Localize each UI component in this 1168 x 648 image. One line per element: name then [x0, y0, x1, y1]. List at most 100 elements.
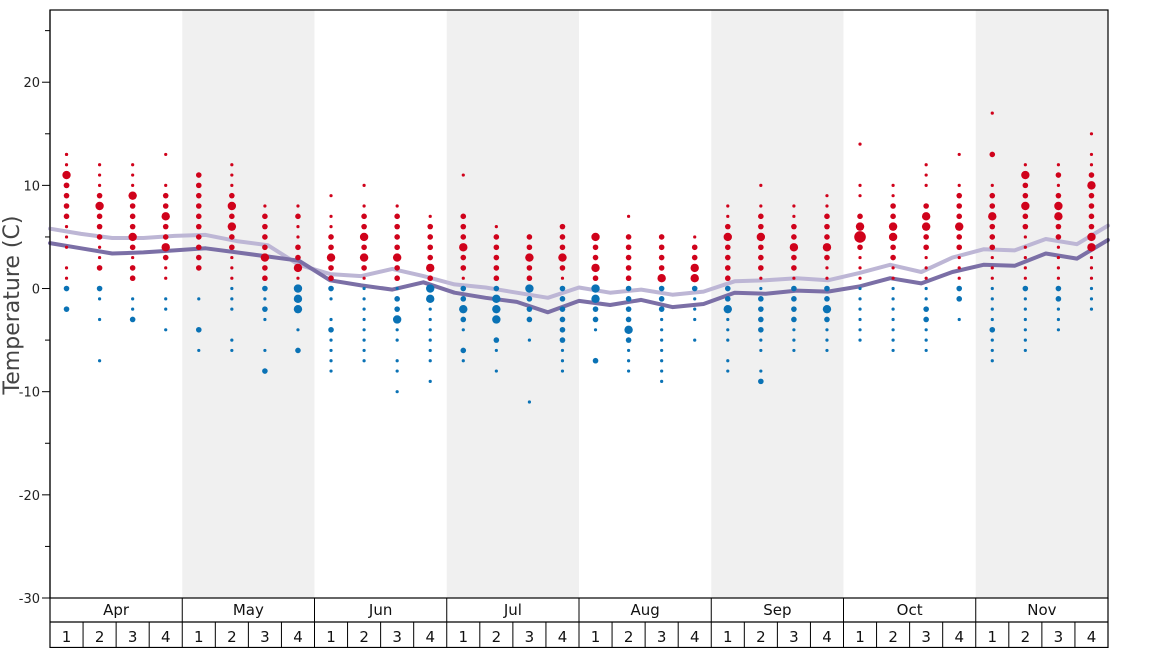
warm-dot	[296, 204, 300, 208]
warm-dot	[161, 243, 170, 252]
cold-dot	[625, 296, 632, 302]
month-label-nov: Nov	[1027, 601, 1056, 619]
warm-dot	[97, 245, 102, 249]
warm-dot	[890, 213, 896, 220]
warm-dot	[95, 201, 104, 211]
cold-dot	[726, 369, 730, 373]
cold-dot	[624, 325, 633, 334]
warm-dot	[990, 111, 994, 115]
cold-dot	[63, 306, 70, 312]
cold-dot	[1023, 338, 1027, 342]
warm-dot	[63, 182, 70, 189]
week-label: 2	[1021, 628, 1031, 646]
warm-dot	[658, 254, 665, 261]
warm-dot	[1089, 276, 1094, 280]
warm-dot	[989, 151, 996, 158]
cold-dot	[593, 328, 598, 332]
warm-dot	[494, 225, 498, 229]
week-label: 4	[954, 628, 964, 646]
warm-dot	[96, 234, 103, 240]
week-label: 1	[988, 628, 998, 646]
week-label: 3	[657, 628, 667, 646]
cold-dot	[459, 304, 468, 314]
warm-dot	[1023, 255, 1027, 260]
warm-dot	[858, 142, 862, 146]
warm-dot	[230, 266, 234, 270]
cold-dot	[759, 338, 763, 342]
month-band-jul	[446, 10, 579, 598]
cold-dot	[494, 348, 498, 353]
warm-dot	[96, 265, 103, 271]
warm-dot	[64, 266, 69, 270]
warm-dot	[161, 212, 170, 221]
warm-dot	[825, 204, 829, 208]
warm-dot	[262, 265, 268, 271]
warm-dot	[361, 223, 367, 230]
cold-dot	[230, 338, 234, 342]
month-label-oct: Oct	[897, 601, 923, 619]
warm-dot	[955, 222, 964, 231]
warm-dot	[329, 194, 333, 198]
cold-dot	[164, 328, 168, 332]
cold-dot	[858, 338, 862, 342]
warm-dot	[924, 173, 928, 177]
cold-dot	[891, 328, 895, 332]
warm-dot	[328, 234, 334, 240]
warm-dot	[1023, 266, 1027, 270]
warm-dot	[691, 244, 698, 251]
warm-dot	[230, 163, 234, 167]
warm-dot	[989, 192, 996, 199]
warm-dot	[658, 244, 665, 251]
cold-dot	[923, 316, 929, 323]
warm-dot	[1087, 232, 1096, 242]
warm-dot	[195, 244, 202, 251]
warm-dot	[1088, 213, 1095, 220]
cold-dot	[1056, 307, 1061, 311]
cold-dot	[660, 338, 664, 342]
warm-dot	[394, 223, 400, 230]
warm-dot	[1056, 276, 1061, 280]
month-label-aug: Aug	[630, 601, 659, 619]
cold-dot	[825, 338, 829, 342]
cold-dot	[493, 337, 500, 343]
warm-dot	[792, 214, 796, 218]
cold-dot	[693, 297, 697, 301]
warm-dot	[792, 276, 796, 280]
warm-dot	[97, 173, 102, 177]
cold-dot	[197, 297, 201, 301]
warm-dot	[195, 254, 202, 261]
cold-dot	[1055, 296, 1062, 302]
cold-dot	[824, 285, 830, 292]
cold-dot	[626, 369, 631, 373]
cold-dot	[1056, 317, 1061, 322]
warm-dot	[63, 213, 70, 220]
warm-dot	[230, 183, 234, 187]
cold-dot	[461, 328, 465, 332]
warm-dot	[460, 223, 467, 230]
warm-dot	[690, 274, 699, 283]
cold-dot	[660, 379, 664, 383]
warm-dot	[1088, 192, 1095, 199]
cold-dot	[395, 286, 399, 291]
warm-dot	[789, 243, 799, 252]
warm-dot	[990, 266, 994, 270]
cold-dot	[626, 348, 631, 353]
warm-dot	[493, 275, 500, 282]
warm-dot	[293, 263, 303, 273]
cold-dot	[559, 296, 566, 302]
warm-dot	[625, 265, 632, 271]
warm-dot	[362, 183, 366, 187]
cold-dot	[923, 306, 929, 312]
warm-dot	[690, 263, 699, 273]
warm-dot	[1089, 132, 1094, 136]
cold-dot	[426, 294, 435, 304]
warm-dot	[759, 183, 763, 187]
cold-dot	[428, 307, 432, 311]
cold-dot	[625, 316, 632, 323]
cold-dot	[758, 316, 764, 323]
week-label: 2	[756, 628, 766, 646]
warm-dot	[359, 232, 369, 242]
warm-dot	[392, 253, 402, 262]
week-label: 3	[789, 628, 799, 646]
